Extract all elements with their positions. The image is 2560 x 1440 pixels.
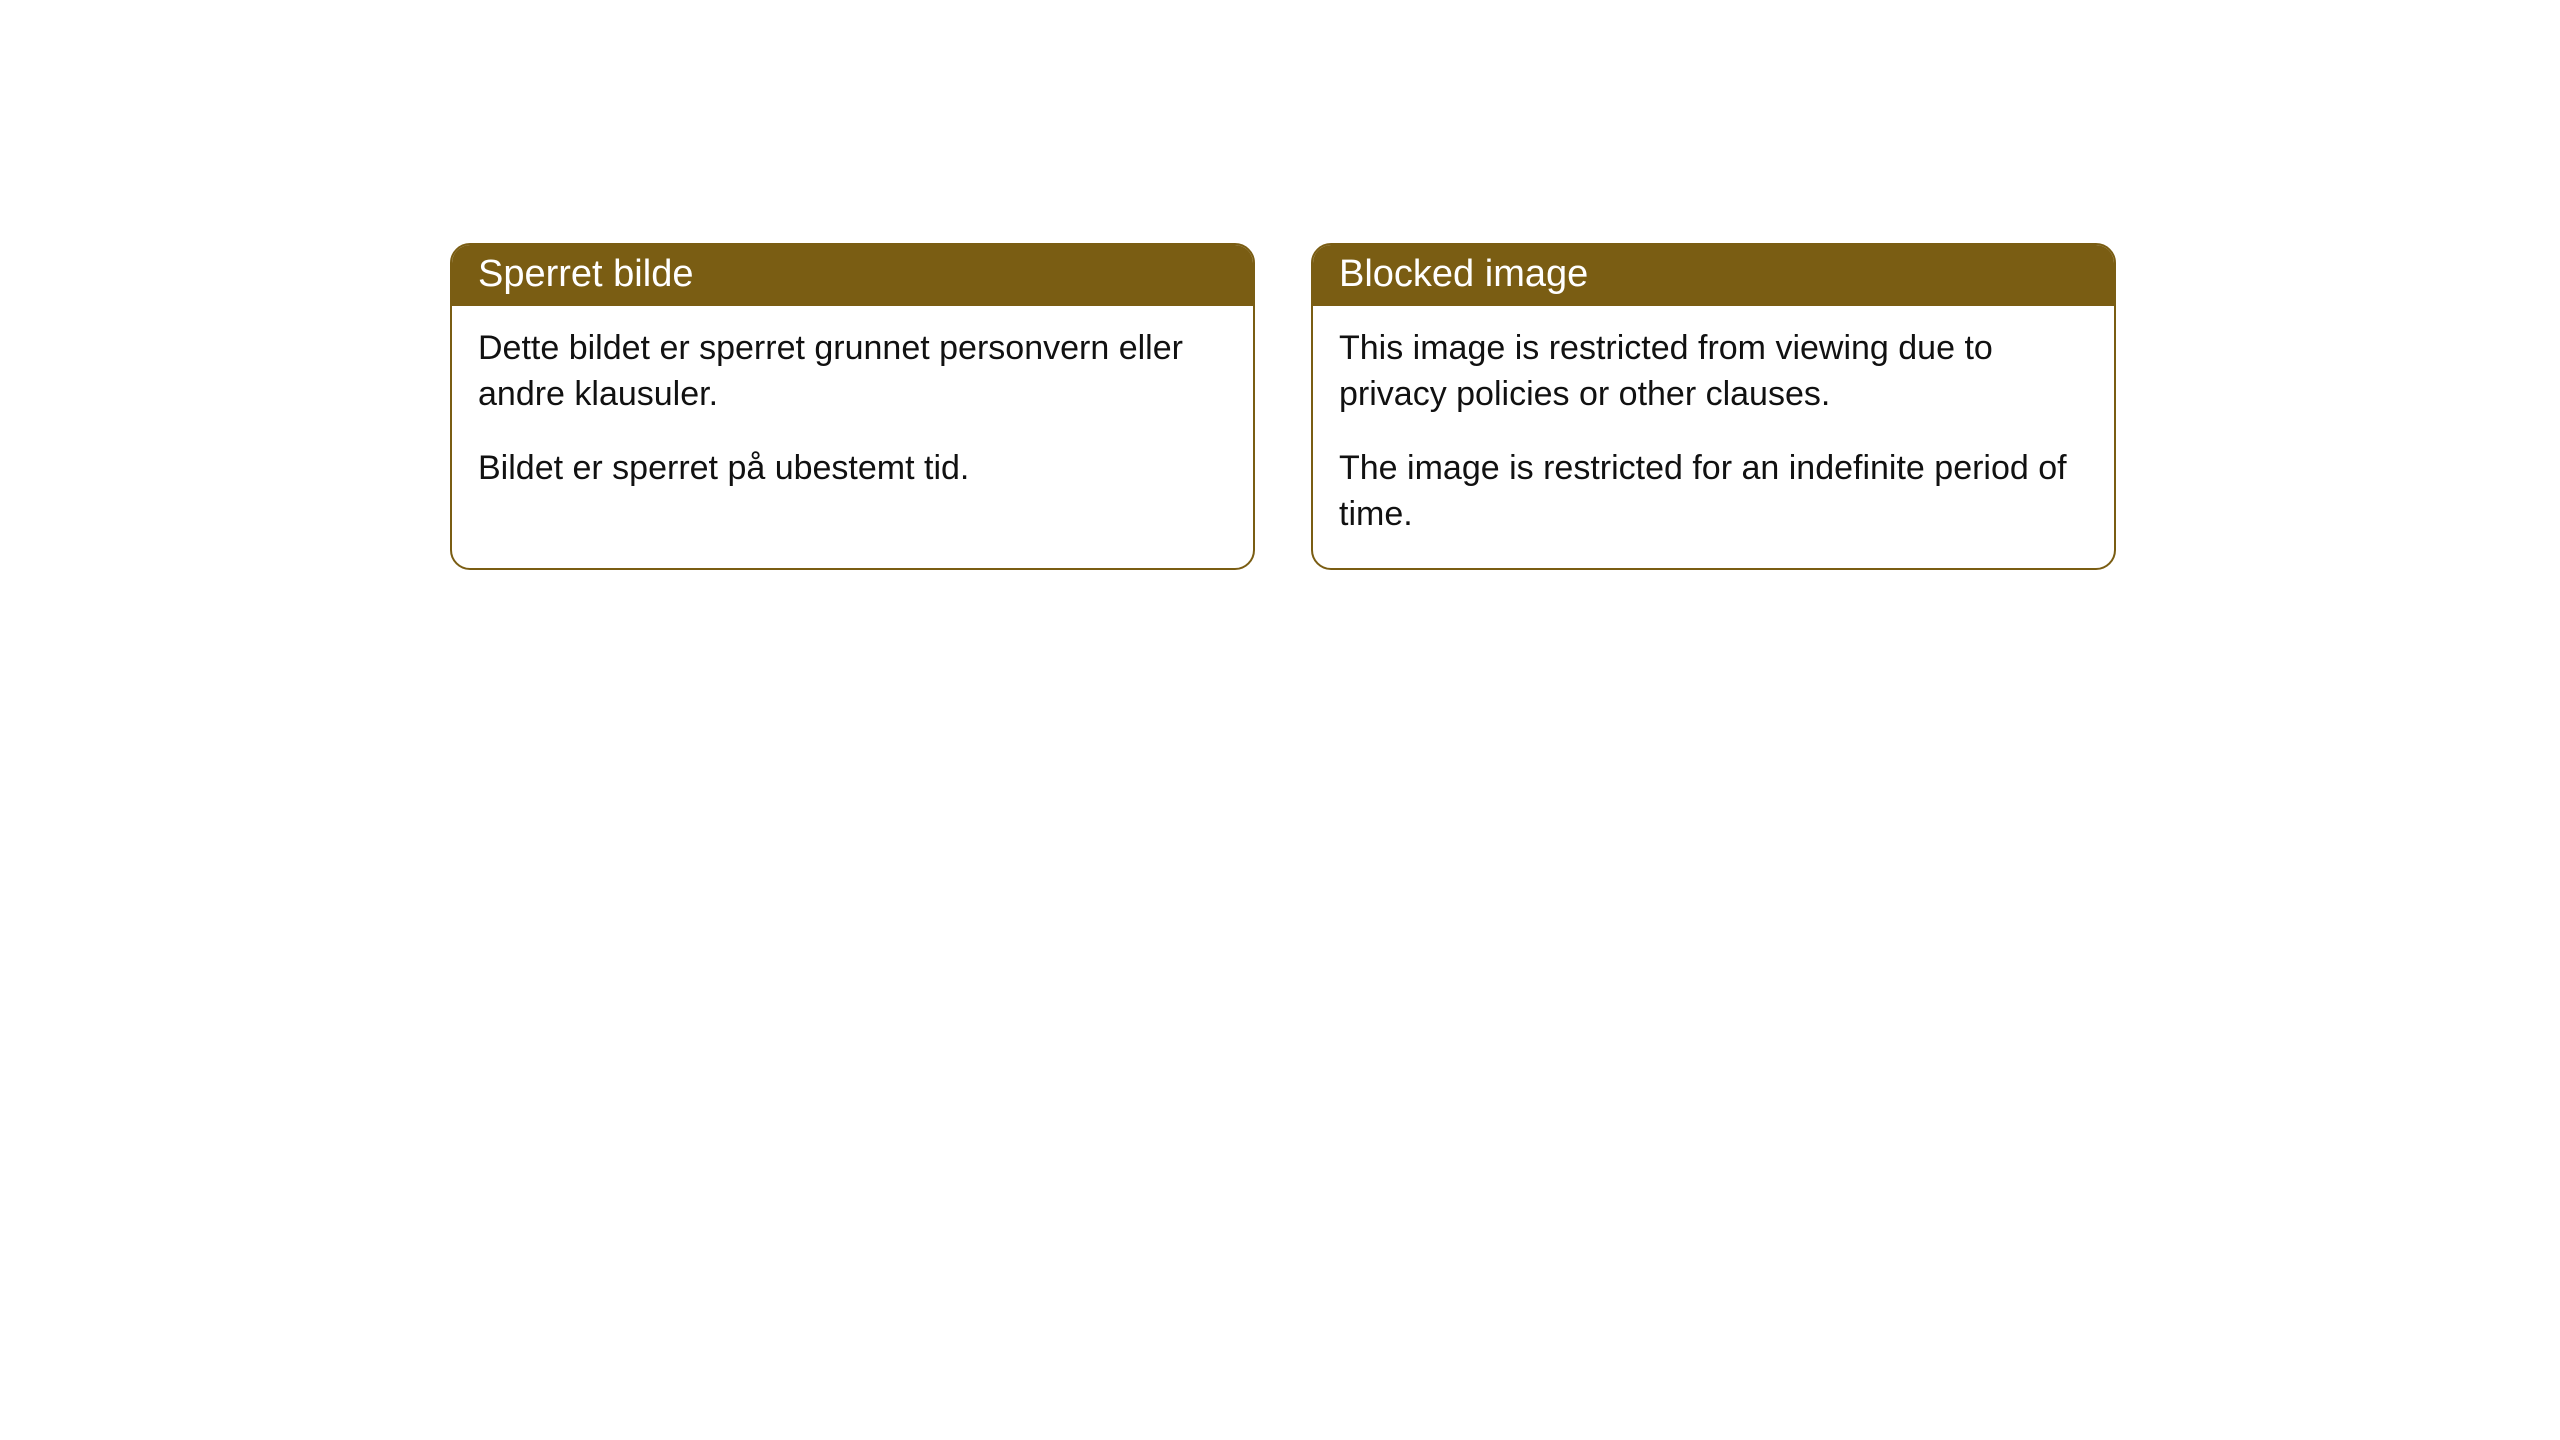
card-title: Sperret bilde xyxy=(452,245,1253,306)
blocked-image-card-en: Blocked image This image is restricted f… xyxy=(1311,243,2116,570)
card-paragraph: This image is restricted from viewing du… xyxy=(1339,326,2088,418)
notice-cards-container: Sperret bilde Dette bildet er sperret gr… xyxy=(0,0,2560,570)
card-paragraph: Bildet er sperret på ubestemt tid. xyxy=(478,446,1227,492)
card-body: This image is restricted from viewing du… xyxy=(1313,306,2114,568)
blocked-image-card-no: Sperret bilde Dette bildet er sperret gr… xyxy=(450,243,1255,570)
card-paragraph: The image is restricted for an indefinit… xyxy=(1339,446,2088,538)
card-body: Dette bildet er sperret grunnet personve… xyxy=(452,306,1253,522)
card-title: Blocked image xyxy=(1313,245,2114,306)
card-paragraph: Dette bildet er sperret grunnet personve… xyxy=(478,326,1227,418)
